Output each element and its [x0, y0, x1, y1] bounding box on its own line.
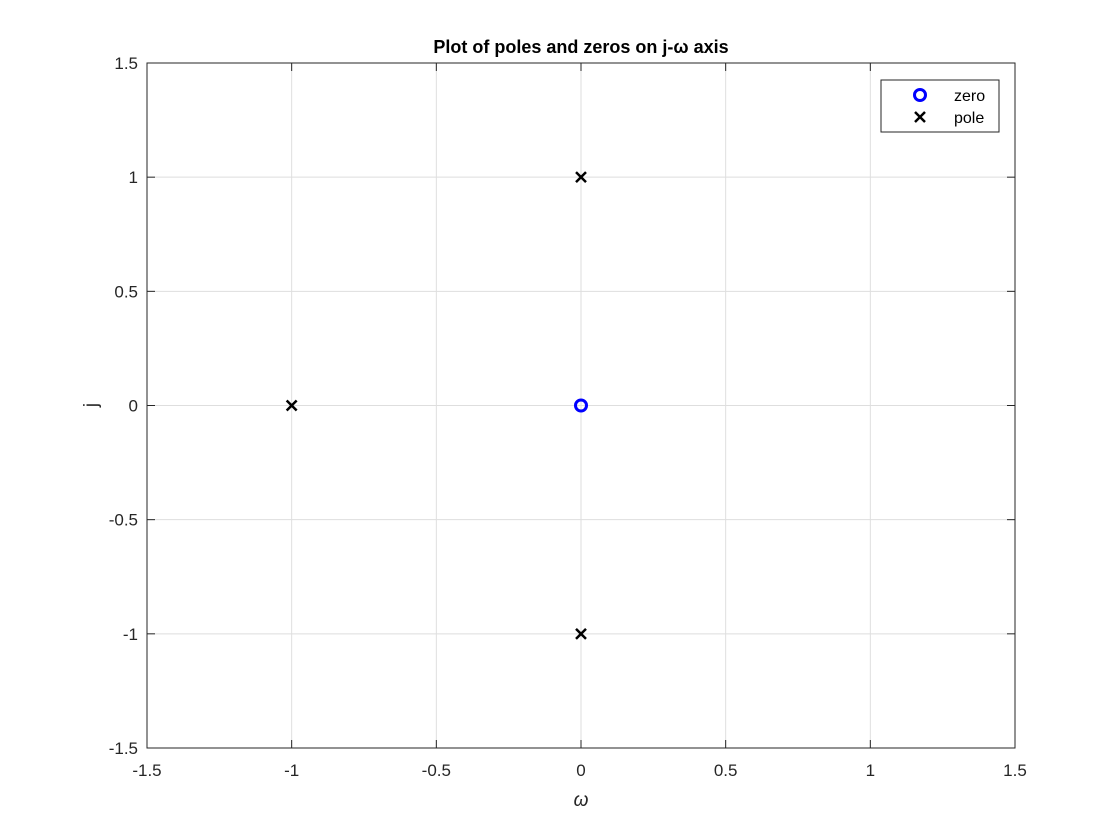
- x-tick-label: 1: [866, 761, 875, 780]
- chart-title: Plot of poles and zeros on j-ω axis: [433, 37, 728, 57]
- x-tick-label: 1.5: [1003, 761, 1027, 780]
- zero-marker: [574, 398, 588, 413]
- legend-zero-label: zero: [954, 88, 985, 105]
- x-tick-label: 0.5: [714, 761, 738, 780]
- pole-marker-stroke: [285, 399, 298, 412]
- x-tick-label: -0.5: [422, 761, 451, 780]
- x-tick-label: 0: [576, 761, 585, 780]
- legend-pole-label: pole: [954, 110, 984, 127]
- axes-box: [146, 62, 1016, 749]
- pole-marker: [575, 171, 587, 184]
- pole-marker-stroke: [575, 171, 587, 184]
- legend-pole-symbol-stroke: [914, 111, 926, 123]
- y-tick-label: -0.5: [109, 511, 138, 530]
- legend: zero pole: [880, 79, 1000, 133]
- x-tick-label: -1.5: [132, 761, 161, 780]
- data-markers: [285, 171, 588, 640]
- legend-pole-symbol: [914, 111, 926, 123]
- y-tick-label: -1.5: [109, 739, 138, 758]
- pole-marker: [575, 627, 587, 640]
- y-tick-label: -1: [123, 625, 138, 644]
- y-tick-label: 0.5: [114, 282, 138, 301]
- pole-marker-stroke: [575, 627, 587, 640]
- y-tick-label: 0: [129, 397, 138, 416]
- y-axis-label: j: [81, 403, 102, 408]
- y-tick-label: 1.5: [114, 54, 138, 73]
- legend-zero-symbol: [913, 88, 927, 102]
- legend-entries: zero pole: [913, 88, 985, 127]
- x-axis-label: ω: [574, 790, 589, 811]
- tick-labels: -1.5 -1 -0.5 0 0.5 1 1.5 -1.5 -1 -0.5 0 0.5 1 1.5: [109, 54, 1027, 780]
- legend-box: [880, 79, 1000, 133]
- pole-marker: [285, 399, 298, 412]
- y-tick-label: 1: [129, 168, 138, 187]
- x-tick-label: -1: [284, 761, 299, 780]
